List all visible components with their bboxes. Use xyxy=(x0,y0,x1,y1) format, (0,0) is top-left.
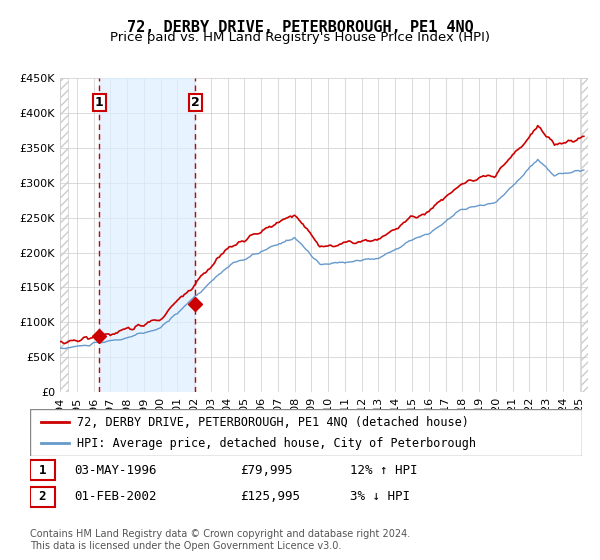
Bar xyxy=(100,78,196,392)
FancyBboxPatch shape xyxy=(30,460,55,480)
Text: 3% ↓ HPI: 3% ↓ HPI xyxy=(350,491,410,503)
Text: £79,995: £79,995 xyxy=(240,464,292,477)
Text: 1: 1 xyxy=(95,96,104,109)
Text: 12% ↑ HPI: 12% ↑ HPI xyxy=(350,464,418,477)
Text: HPI: Average price, detached house, City of Peterborough: HPI: Average price, detached house, City… xyxy=(77,437,476,450)
Text: 03-MAY-1996: 03-MAY-1996 xyxy=(74,464,157,477)
FancyBboxPatch shape xyxy=(30,487,55,507)
Text: 72, DERBY DRIVE, PETERBOROUGH, PE1 4NQ: 72, DERBY DRIVE, PETERBOROUGH, PE1 4NQ xyxy=(127,20,473,35)
FancyBboxPatch shape xyxy=(92,95,106,111)
Text: 2: 2 xyxy=(38,491,46,503)
FancyBboxPatch shape xyxy=(189,95,202,111)
Bar xyxy=(60,78,73,392)
Text: 72, DERBY DRIVE, PETERBOROUGH, PE1 4NQ (detached house): 72, DERBY DRIVE, PETERBOROUGH, PE1 4NQ (… xyxy=(77,416,469,428)
Text: Contains HM Land Registry data © Crown copyright and database right 2024.
This d: Contains HM Land Registry data © Crown c… xyxy=(30,529,410,551)
Text: 1: 1 xyxy=(38,464,46,477)
Text: £125,995: £125,995 xyxy=(240,491,300,503)
Text: 01-FEB-2002: 01-FEB-2002 xyxy=(74,491,157,503)
Text: 2: 2 xyxy=(191,96,200,109)
FancyBboxPatch shape xyxy=(30,409,582,456)
Text: Price paid vs. HM Land Registry's House Price Index (HPI): Price paid vs. HM Land Registry's House … xyxy=(110,31,490,44)
